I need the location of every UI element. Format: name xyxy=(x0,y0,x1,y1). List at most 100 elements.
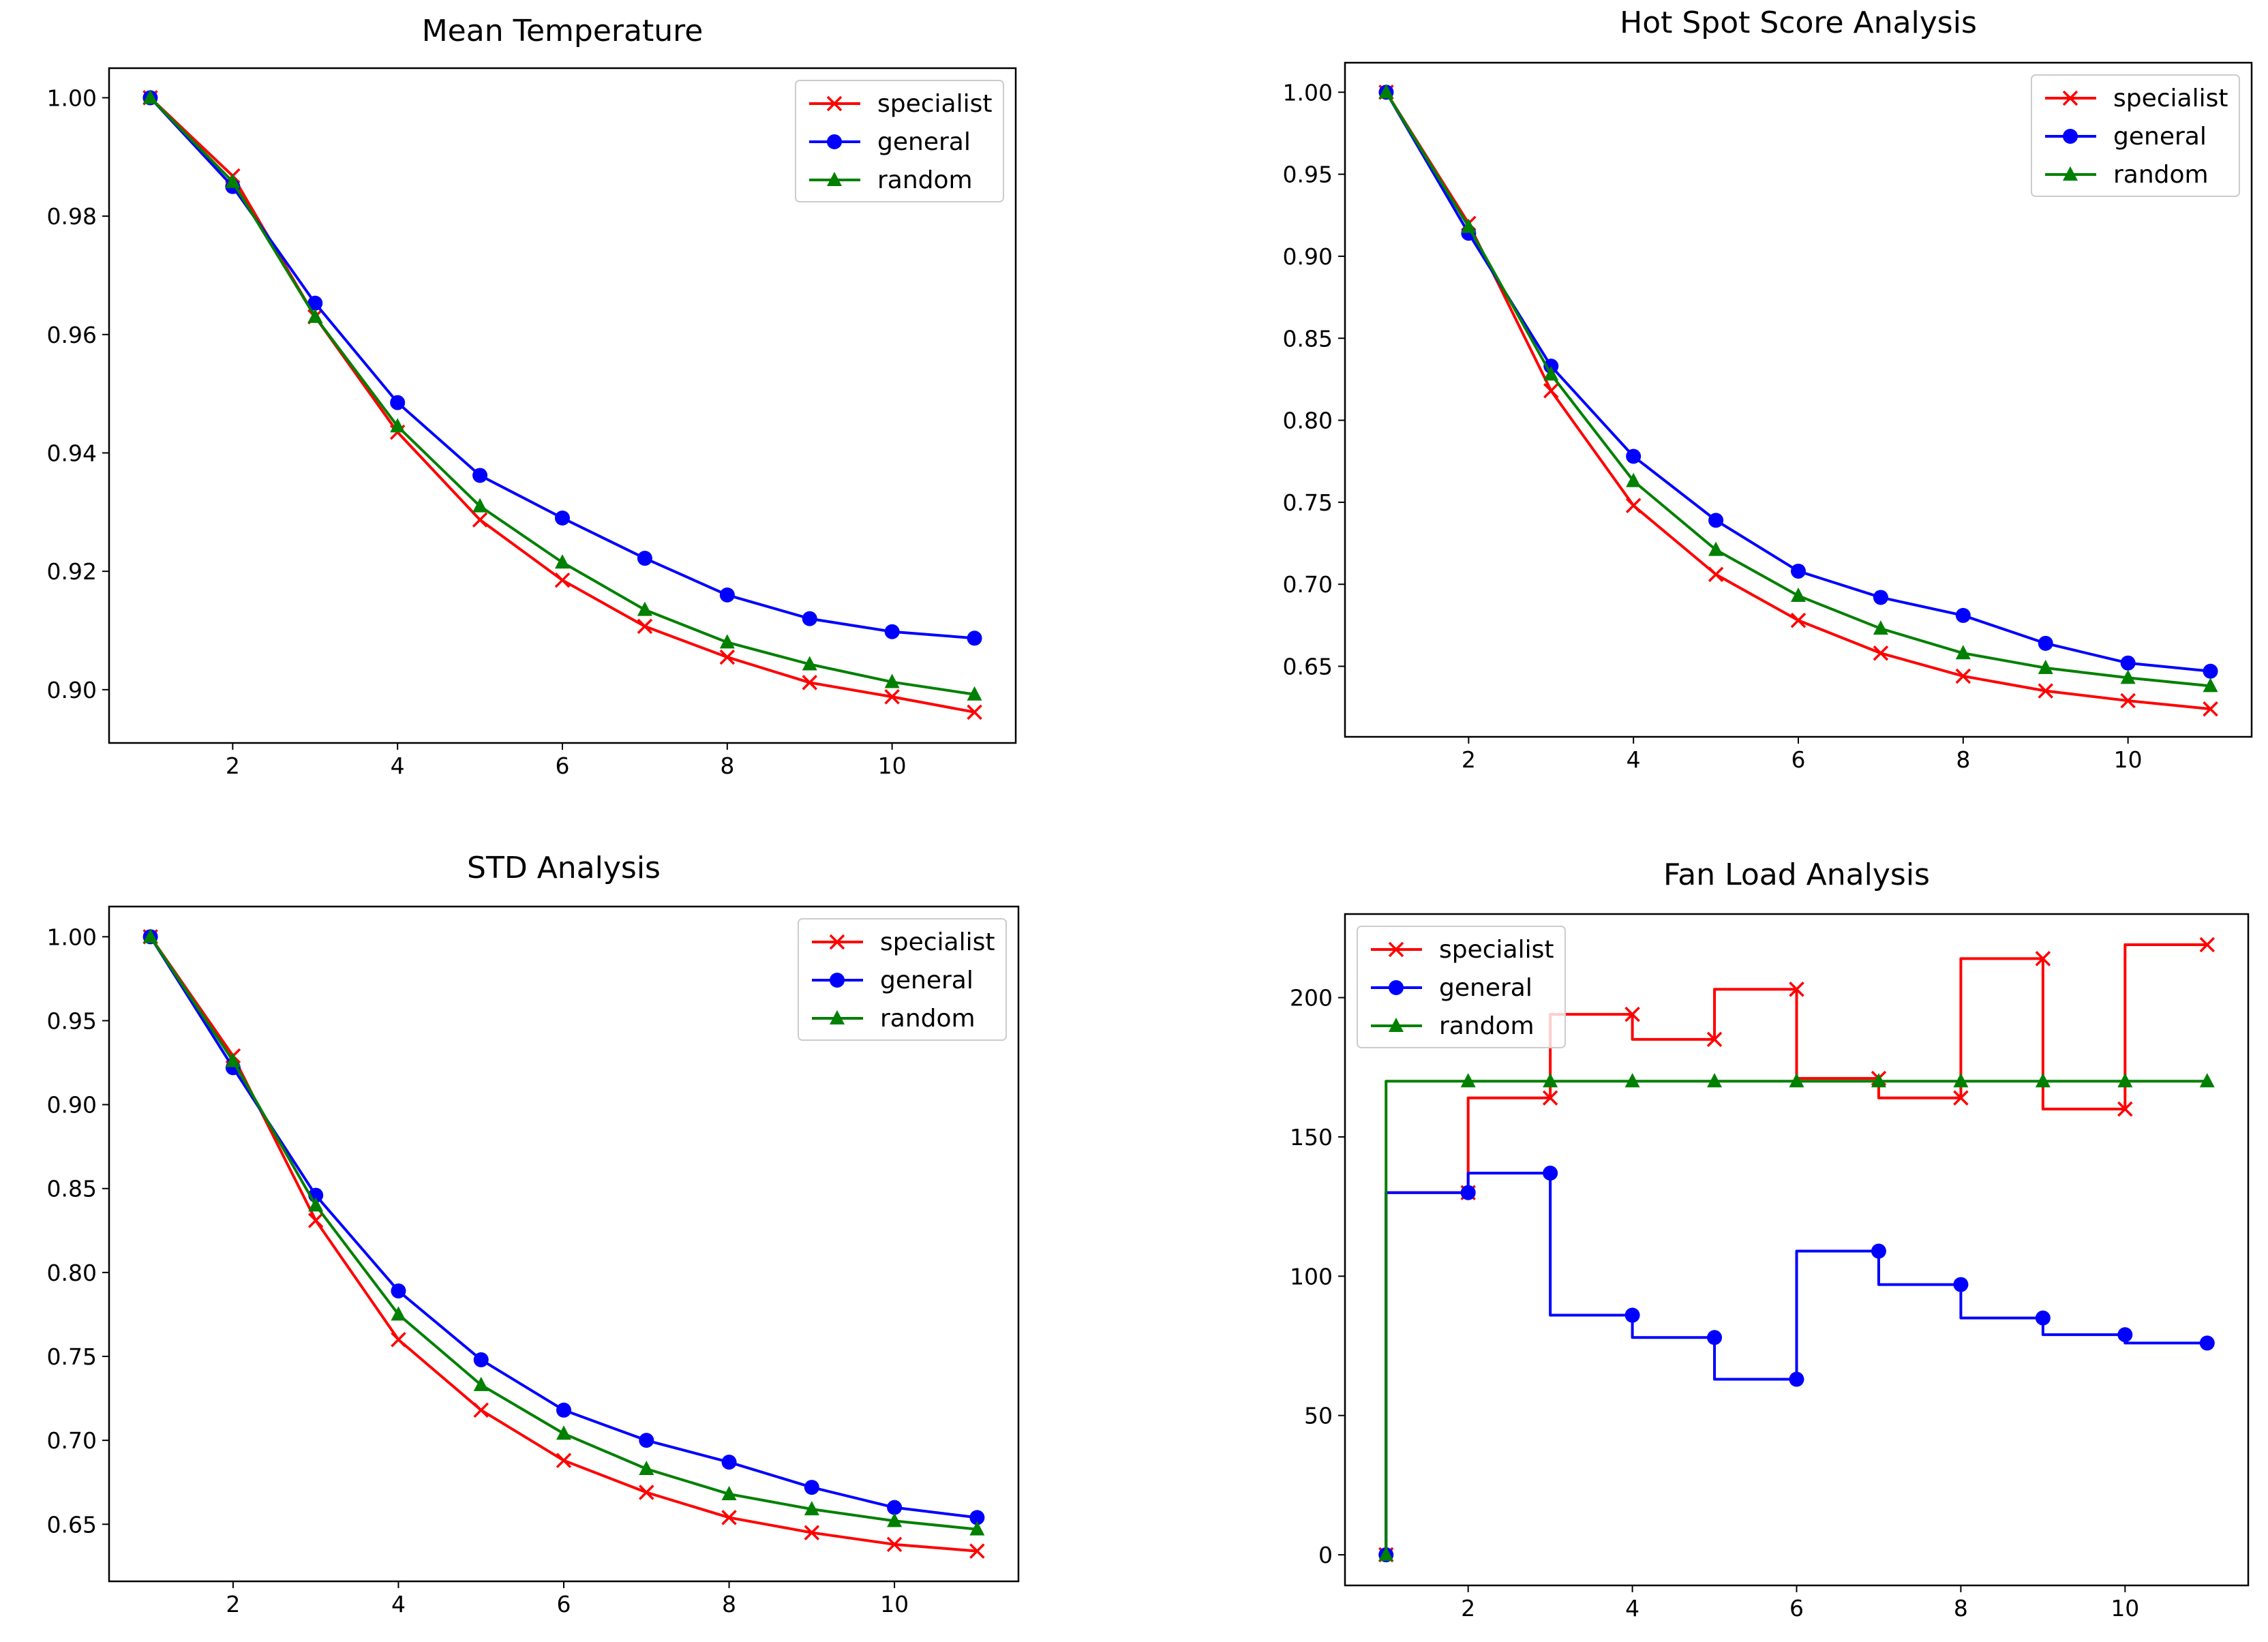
legend-box xyxy=(2031,74,2240,197)
data-point-general xyxy=(390,395,406,410)
data-point-random xyxy=(1461,218,1477,233)
data-point-random xyxy=(1707,1073,1723,1088)
data-point-specialist xyxy=(886,1536,903,1553)
data-point-specialist xyxy=(1953,1090,1969,1106)
data-point-specialist xyxy=(1542,1090,1558,1106)
y-tick-label: 1.00 xyxy=(47,924,97,950)
data-point-specialist xyxy=(804,1525,820,1540)
x-tick-label: 8 xyxy=(722,1591,736,1617)
y-tick-label: 0.75 xyxy=(1283,489,1333,516)
data-point-specialist xyxy=(472,512,488,528)
series-line-random xyxy=(1385,1080,2207,1555)
y-tick-label: 0.85 xyxy=(1283,325,1333,352)
legend-label: random xyxy=(880,1005,976,1033)
x-tick-label: 10 xyxy=(2114,746,2143,773)
data-point-random xyxy=(308,1197,324,1212)
legend-marker-random xyxy=(2063,166,2078,181)
y-tick-label: 0.96 xyxy=(47,322,97,348)
data-point-random xyxy=(637,601,652,616)
y-tick-label: 0.90 xyxy=(47,677,97,703)
legend-marker-general xyxy=(830,973,845,988)
data-point-random xyxy=(1955,645,1971,660)
data-point-random xyxy=(1789,1073,1804,1088)
x-tick-label: 2 xyxy=(226,752,240,779)
data-point-general xyxy=(1460,1185,1476,1200)
data-point-random xyxy=(1953,1073,1969,1088)
data-point-random xyxy=(555,554,570,569)
y-tick-label: 1.00 xyxy=(1283,79,1333,106)
chart-mean-temperature: Mean Temperature 2 4 6 8 10 0.90 0.92 0.94 0.96 0.… xyxy=(47,14,1017,779)
legend-box xyxy=(1357,926,1566,1048)
data-point-general xyxy=(804,1480,819,1495)
data-point-general xyxy=(1543,1166,1558,1181)
legend-label: specialist xyxy=(2113,85,2228,112)
legend-label: random xyxy=(877,166,973,194)
y-tick-label: 50 xyxy=(1304,1403,1333,1429)
data-point-general xyxy=(1873,590,1888,605)
chart-title: Hot Spot Score Analysis xyxy=(1620,5,1977,40)
chart-title: Mean Temperature xyxy=(422,14,704,48)
data-point-specialist xyxy=(639,1485,654,1500)
data-point-general xyxy=(472,468,488,483)
y-tick-label: 0.70 xyxy=(47,1427,97,1454)
data-point-specialist xyxy=(307,1213,324,1228)
data-point-general xyxy=(719,587,735,603)
data-point-specialist xyxy=(2035,951,2051,967)
y-tick-label: 0.65 xyxy=(1283,654,1333,680)
series-random xyxy=(142,89,982,701)
data-point-random xyxy=(802,656,817,671)
y-tick-label: 150 xyxy=(1290,1124,1333,1151)
y-tick-label: 0.75 xyxy=(47,1343,97,1370)
legend-label: general xyxy=(1439,974,1532,1002)
y-tick-label: 0.85 xyxy=(47,1176,97,1202)
data-point-specialist xyxy=(2120,693,2136,709)
legend-label: specialist xyxy=(877,90,993,118)
series-random xyxy=(142,928,985,1536)
data-point-general xyxy=(639,1433,654,1448)
axes-frame xyxy=(108,905,1020,1583)
data-point-specialist xyxy=(1706,1031,1723,1048)
data-point-specialist xyxy=(391,1332,406,1348)
legend-marker-random xyxy=(827,172,842,186)
series-general xyxy=(142,929,985,1525)
data-point-random xyxy=(142,89,158,104)
data-point-random xyxy=(391,1306,406,1321)
x-tick-label: 6 xyxy=(1789,1595,1804,1622)
series-line-general xyxy=(1385,1172,2207,1555)
data-point-general xyxy=(2199,1335,2215,1351)
data-point-general xyxy=(556,1402,571,1418)
legend-marker-general xyxy=(1389,980,1404,995)
legend-box xyxy=(795,80,1004,202)
data-point-specialist xyxy=(637,618,653,635)
x-tick-label: 6 xyxy=(557,1591,571,1617)
x-tick-label: 4 xyxy=(1625,1595,1639,1622)
x-tick-label: 2 xyxy=(1462,746,1476,773)
data-point-specialist xyxy=(1624,1006,1640,1022)
y-tick-label: 0.90 xyxy=(47,1092,97,1119)
data-point-specialist xyxy=(2038,683,2053,699)
data-point-random xyxy=(2203,678,2218,693)
data-point-specialist xyxy=(969,1543,985,1559)
data-point-specialist xyxy=(802,675,817,690)
data-point-random xyxy=(142,928,158,943)
y-tick-label: 0.95 xyxy=(1283,162,1333,188)
y-tick-label: 1.00 xyxy=(47,85,97,111)
data-point-general xyxy=(887,1500,903,1515)
data-point-general xyxy=(1955,607,1971,623)
data-point-general xyxy=(802,611,817,626)
data-point-random xyxy=(1791,588,1806,603)
data-point-random xyxy=(307,308,323,323)
data-point-specialist xyxy=(1790,612,1806,628)
data-point-random xyxy=(1871,1073,1886,1088)
data-point-general xyxy=(1707,1330,1723,1345)
legend-label: general xyxy=(880,967,973,994)
data-point-general xyxy=(2117,1327,2133,1343)
y-tick-label: 0.70 xyxy=(1283,571,1333,598)
data-point-random xyxy=(1378,84,1394,99)
data-point-specialist xyxy=(1708,566,1724,583)
data-point-general xyxy=(391,1283,406,1298)
x-tick-label: 2 xyxy=(1461,1595,1475,1622)
x-tick-label: 8 xyxy=(1956,746,1970,773)
data-point-general xyxy=(884,624,900,639)
data-point-general xyxy=(969,1510,985,1525)
